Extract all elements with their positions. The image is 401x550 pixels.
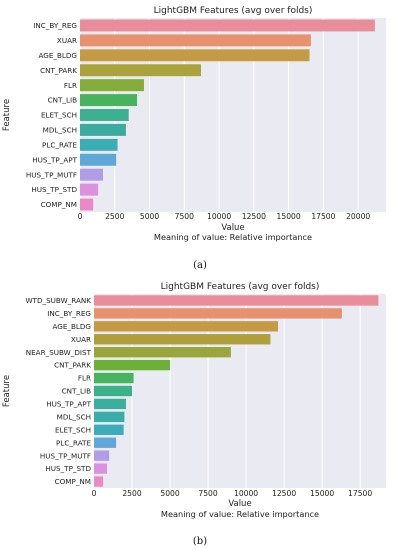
chart-0-y-tick-label: CNT_PARK [40, 66, 77, 75]
chart-1-x-tick-label: 15000 [310, 489, 334, 498]
chart-1-y-tick-label: HUS_TP_MUTF [40, 451, 91, 460]
chart-1-y-tick-label: NEAR_SUBW_DIST [26, 348, 92, 357]
chart-0-bar-age-bldg [80, 49, 310, 62]
chart-0-y-tick-label: ELET_SCH [41, 111, 77, 120]
chart-1-bar-hus-tp-std [94, 463, 107, 474]
chart-1-bar-mdl-sch [94, 411, 125, 423]
chart-1-bar-inc-by-reg [94, 308, 342, 319]
chart-1-bar-wtd-subw-rank [94, 295, 379, 306]
chart-0-y-axis-label: Feature [2, 99, 12, 131]
chart-1-y-tick-label: COMP_NM [55, 477, 91, 486]
chart-0-x-tick-label: 20000 [346, 212, 370, 221]
chart-0-bar-xuar [80, 34, 311, 47]
chart-1-x-tick-label: 7500 [198, 489, 217, 498]
chart-0-bar-plc-rate [80, 138, 118, 151]
chart-1-caption: (b) [193, 536, 207, 547]
chart-1-y-tick-label: PLC_RATE [56, 438, 91, 447]
chart-1-bar-age-bldg [94, 321, 279, 332]
chart-b: 0 2500 5000 7500 10000 12500 15000 17500 WTD_SUB… [2, 282, 386, 547]
chart-0-bar-inc-by-reg [80, 19, 375, 32]
chart-0-y-tick-label: MDL_SCH [43, 126, 77, 135]
chart-0-bar-elet-sch [80, 109, 129, 121]
chart-1-x-axis-label: Value [228, 499, 251, 509]
chart-1-y-tick-label: AGE_BLDG [52, 322, 91, 331]
chart-1-x-tick-label: 10000 [234, 489, 258, 498]
chart-1-y-tick-label: ELET_SCH [55, 425, 91, 434]
chart-1-bar-cnt-park [94, 359, 171, 371]
chart-0-x-axis-label: Value [221, 223, 244, 233]
chart-1-bar-hus-tp-apt [94, 398, 126, 410]
chart-0-title: LightGBM Features (avg over folds) [154, 6, 313, 16]
chart-0-x-tick-label: 15000 [277, 212, 301, 221]
chart-1-y-tick-label: HUS_TP_APT [46, 400, 91, 409]
chart-1-bar-xuar [94, 334, 271, 345]
chart-0-y-tick-label: XUAR [57, 36, 77, 45]
chart-1-y-tick-label: HUS_TP_STD [45, 464, 91, 473]
chart-1-bar-cnt-lib [94, 385, 133, 397]
chart-0-x-tick-label: 17500 [311, 212, 335, 221]
chart-0-caption: (a) [193, 260, 207, 271]
chart-0-bar-hus-tp-apt [80, 153, 117, 166]
chart-1-bar-comp-nm [94, 476, 104, 487]
chart-0-y-tick-label: HUS_TP_MUTF [26, 170, 77, 179]
chart-0-bar-comp-nm [80, 198, 94, 211]
chart-1-y-tick-label: XUAR [71, 335, 91, 344]
chart-1-x-tick-label: 17500 [348, 489, 372, 498]
chart-0-bar-hus-tp-std [80, 183, 99, 196]
chart-1-y-tick-label: WTD_SUBW_RANK [25, 296, 91, 305]
chart-0-x-tick-label: 7500 [175, 212, 194, 221]
chart-1-x-tick-label: 12500 [272, 489, 296, 498]
chart-0-bar-mdl-sch [80, 123, 126, 136]
chart-0-y-tick-label: HUS_TP_APT [32, 155, 77, 164]
chart-1-bar-hus-tp-mutf [94, 450, 110, 461]
chart-0-axis-note: Meaning of value: Relative importance [154, 232, 312, 242]
chart-0-y-tick-label: HUS_TP_STD [31, 185, 77, 194]
chart-0-x-tick-label: 0 [78, 212, 83, 221]
chart-1-title: LightGBM Features (avg over folds) [161, 282, 320, 292]
chart-0-bar-hus-tp-mutf [80, 168, 103, 181]
chart-1-y-tick-label: MDL_SCH [57, 412, 91, 421]
chart-0-x-tick-label: 5000 [140, 212, 159, 221]
chart-1-bar-flr [94, 372, 134, 384]
chart-1-y-tick-label: FLR [78, 374, 91, 383]
chart-0-bar-cnt-lib [80, 94, 138, 107]
chart-1-x-tick-label: 0 [92, 489, 97, 498]
chart-0-x-tick-label: 2500 [105, 212, 124, 221]
chart-0-y-tick-label: AGE_BLDG [38, 51, 77, 60]
chart-0-x-tick-label: 12500 [242, 212, 266, 221]
chart-0-y-tick-label: PLC_RATE [42, 140, 77, 149]
chart-1-axis-note: Meaning of value: Relative importance [161, 509, 319, 519]
chart-1-x-tick-label: 5000 [160, 489, 179, 498]
chart-0-y-tick-label: COMP_NM [41, 200, 77, 209]
chart-1-y-axis-label: Feature [2, 375, 12, 407]
chart-1-bar-plc-rate [94, 437, 117, 448]
chart-0-y-tick-label: CNT_LIB [48, 96, 78, 105]
chart-1-y-tick-label: CNT_LIB [62, 387, 92, 396]
chart-a: 0 2500 5000 7500 10000 12500 15000 17500 20000 IN… [2, 6, 386, 271]
chart-0-y-tick-label: INC_BY_REG [33, 21, 77, 30]
chart-0-x-tick-label: 10000 [207, 212, 231, 221]
chart-1-bar-elet-sch [94, 424, 124, 435]
chart-0-y-tick-label: FLR [64, 81, 77, 90]
chart-1-y-tick-label: INC_BY_REG [47, 309, 91, 318]
chart-0-bar-flr [80, 79, 144, 92]
chart-1-bar-near-subw-dist [94, 347, 231, 358]
chart-0-bar-cnt-park [80, 64, 202, 77]
chart-1-x-tick-label: 2500 [122, 489, 141, 498]
chart-1-y-tick-label: CNT_PARK [54, 361, 91, 370]
